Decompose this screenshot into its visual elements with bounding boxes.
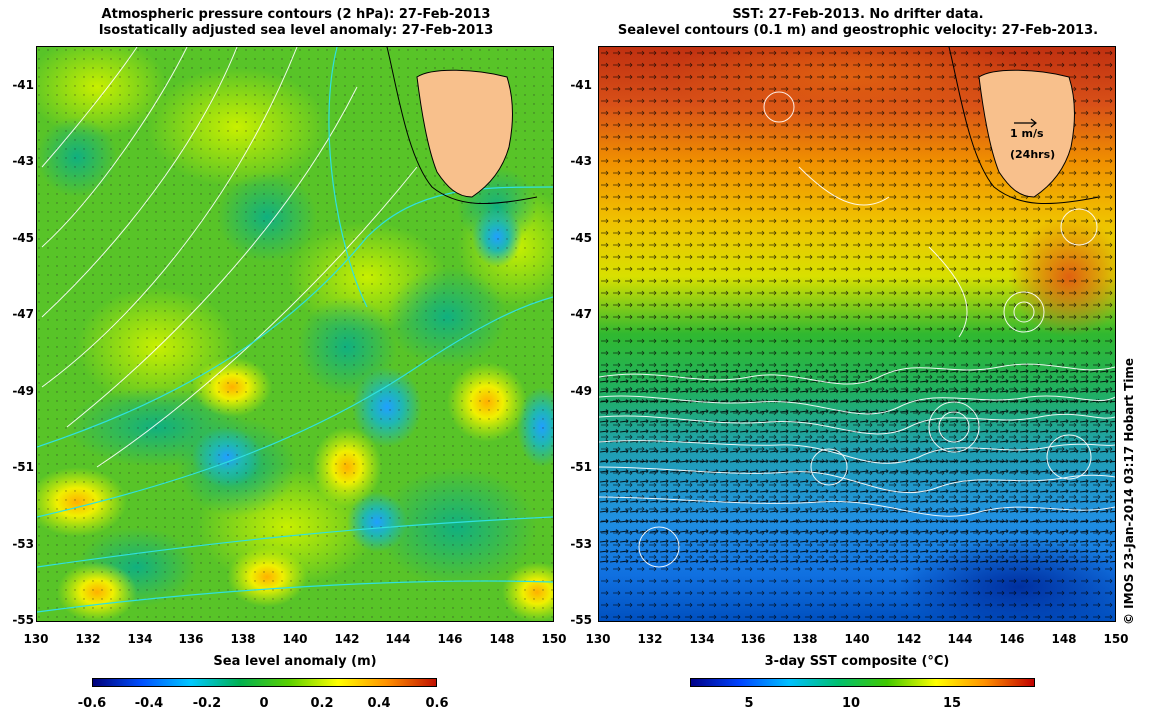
right-xtick: 146 xyxy=(999,632,1025,646)
left-xtick: 148 xyxy=(489,632,515,646)
right-ytick: -51 xyxy=(570,460,592,474)
left-xtick: 134 xyxy=(127,632,153,646)
left-xtick: 130 xyxy=(23,632,49,646)
sst-map xyxy=(598,46,1116,622)
right-title-line1: SST: 27-Feb-2013. No drifter data. xyxy=(732,7,984,22)
left-xtick: 144 xyxy=(385,632,411,646)
right-xtick: 130 xyxy=(585,632,611,646)
right-xtick: 148 xyxy=(1051,632,1077,646)
right-ytick: -47 xyxy=(570,307,592,321)
right-xtick: 150 xyxy=(1103,632,1129,646)
left-ytick: -49 xyxy=(12,384,34,398)
left-xtick: 142 xyxy=(334,632,360,646)
left-ytick: -55 xyxy=(12,613,34,627)
left-cbar-tick: -0.6 xyxy=(77,696,107,711)
left-cbar-tick: -0.2 xyxy=(192,696,222,711)
right-ytick: -53 xyxy=(570,537,592,551)
velocity-scale-arrow-icon xyxy=(1014,118,1037,128)
left-ytick: -43 xyxy=(12,154,34,168)
left-xtick: 150 xyxy=(541,632,567,646)
left-cbar-tick: 0.4 xyxy=(367,696,391,711)
right-title-line2: Sealevel contours (0.1 m) and geostrophi… xyxy=(617,23,1099,38)
right-cbar-tick: 15 xyxy=(942,696,962,711)
sst-colorbar xyxy=(690,678,1035,687)
right-xtick: 138 xyxy=(792,632,818,646)
velocity-scale-label: 1 m/s xyxy=(1010,127,1044,140)
right-ytick: -45 xyxy=(570,231,592,245)
right-cbar-tick: 5 xyxy=(744,696,754,711)
right-ytick: -43 xyxy=(570,154,592,168)
left-colorbar-label: Sea level anomaly (m) xyxy=(213,654,377,669)
right-xtick: 144 xyxy=(947,632,973,646)
left-xtick: 146 xyxy=(437,632,463,646)
right-xtick: 136 xyxy=(740,632,766,646)
right-ytick: -49 xyxy=(570,384,592,398)
left-cbar-tick: -0.4 xyxy=(134,696,164,711)
right-cbar-tick: 10 xyxy=(841,696,861,711)
right-xtick: 140 xyxy=(844,632,870,646)
left-ytick: -41 xyxy=(12,78,34,92)
left-ytick: -53 xyxy=(12,537,34,551)
left-xtick: 140 xyxy=(282,632,308,646)
left-xtick: 132 xyxy=(75,632,101,646)
left-ytick: -45 xyxy=(12,231,34,245)
right-xtick: 142 xyxy=(896,632,922,646)
left-ytick: -51 xyxy=(12,460,34,474)
right-ytick: -55 xyxy=(570,613,592,627)
right-xtick: 134 xyxy=(689,632,715,646)
imos-credit: © IMOS 23-Jan-2014 03:17 Hobart Time xyxy=(1122,357,1136,625)
left-cbar-tick: 0.2 xyxy=(310,696,334,711)
left-ytick: -47 xyxy=(12,307,34,321)
left-cbar-tick: 0.6 xyxy=(425,696,449,711)
velocity-scale-sublabel: (24hrs) xyxy=(1010,148,1056,161)
left-cbar-tick: 0 xyxy=(259,696,269,711)
left-title-line1: Atmospheric pressure contours (2 hPa): 2… xyxy=(101,7,491,22)
right-ytick: -41 xyxy=(570,78,592,92)
sea-level-colorbar xyxy=(92,678,437,687)
left-title-line2: Isostatically adjusted sea level anomaly… xyxy=(98,23,494,38)
right-xtick: 132 xyxy=(637,632,663,646)
left-xtick: 138 xyxy=(230,632,256,646)
sea-level-anomaly-map xyxy=(36,46,554,622)
right-colorbar-label: 3-day SST composite (°C) xyxy=(764,654,950,669)
left-xtick: 136 xyxy=(178,632,204,646)
